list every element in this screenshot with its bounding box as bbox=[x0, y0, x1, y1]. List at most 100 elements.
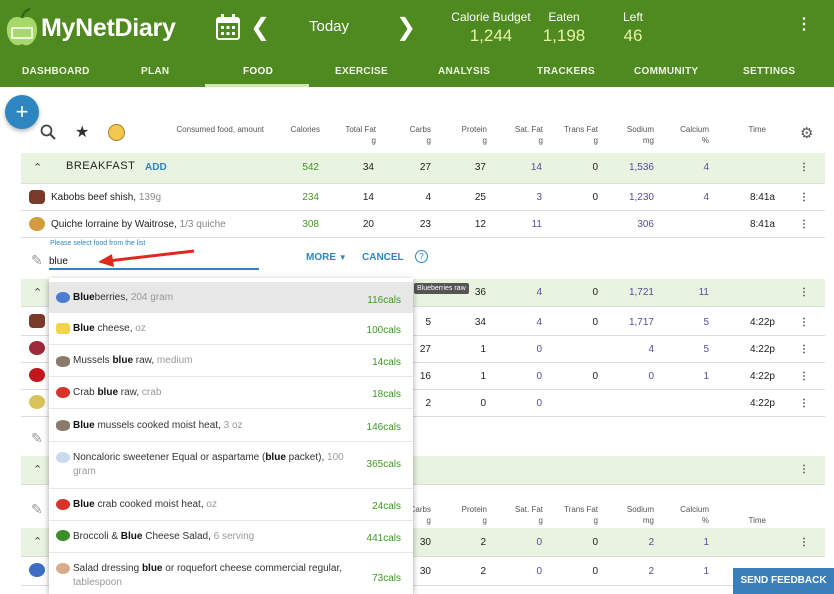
food-search-input[interactable]: blue bbox=[49, 252, 259, 270]
suggestion-item[interactable]: Blue mussels cooked moist heat, 3 oz 146… bbox=[49, 409, 413, 442]
calendar-icon[interactable] bbox=[216, 14, 240, 40]
suggestion-item[interactable]: Blue crab cooked moist heat, oz 24cals bbox=[49, 489, 413, 521]
collapse-icon[interactable]: ⌃ bbox=[33, 536, 43, 548]
col-sat-fat: Sat. Fat g bbox=[505, 504, 543, 526]
date-label[interactable]: Today bbox=[308, 18, 350, 35]
collapse-icon[interactable]: ⌃ bbox=[33, 162, 43, 174]
table-row[interactable]: Quiche lorraine by Waitrose, 1/3 quiche … bbox=[21, 211, 825, 238]
chef-icon[interactable] bbox=[108, 124, 125, 141]
row-menu-icon[interactable]: ⋮ bbox=[799, 344, 809, 355]
row-menu-icon[interactable]: ⋮ bbox=[799, 162, 809, 173]
table-row[interactable]: 2 0 0 4:22p ⋮ bbox=[21, 390, 825, 417]
tab-trackers[interactable]: TRACKERS bbox=[537, 66, 595, 77]
col-carbs-unit: g bbox=[426, 136, 431, 145]
row-menu-icon[interactable]: ⋮ bbox=[799, 317, 809, 328]
sweetener-icon bbox=[56, 452, 70, 463]
add-button[interactable]: + bbox=[5, 95, 39, 129]
suggestion-match: Blue bbox=[120, 531, 143, 542]
suggestion-item[interactable]: Crab blue raw, crab 18cals bbox=[49, 377, 413, 409]
cell-cal: 234 bbox=[302, 192, 319, 203]
food-suggestions-dropdown: Blueberries, 204 gram 116cals Blue chees… bbox=[49, 278, 413, 594]
col-sat-fat-label: Sat. Fat bbox=[514, 505, 543, 514]
food-name[interactable]: Kabobs beef shish, 139g bbox=[51, 192, 161, 203]
tab-food[interactable]: FOOD bbox=[243, 66, 274, 77]
col-trans-fat-unit: g bbox=[593, 136, 598, 145]
total-trans: 0 bbox=[592, 162, 598, 173]
send-feedback-button[interactable]: SEND FEEDBACK bbox=[733, 568, 834, 594]
cancel-button[interactable]: CANCEL bbox=[362, 252, 404, 263]
table-row[interactable]: 27 1 0 4 5 4:22p ⋮ bbox=[21, 336, 825, 363]
col-food: Consumed food, amount bbox=[176, 125, 264, 134]
prev-day-icon[interactable]: ❮ bbox=[250, 13, 271, 41]
suggestion-cal: 18cals bbox=[372, 389, 401, 400]
table-row[interactable]: 16 1 0 0 0 1 4:22p ⋮ bbox=[21, 363, 825, 390]
row-menu-icon[interactable]: ⋮ bbox=[799, 464, 809, 475]
suggestion-cal: 365cals bbox=[366, 459, 401, 470]
col-protein: Protein g bbox=[450, 124, 487, 146]
brand-name[interactable]: MyNetDiary bbox=[41, 14, 176, 42]
suggestion-item[interactable]: Salad dressing blue or roquefort cheese … bbox=[49, 553, 413, 594]
total-satfat: 14 bbox=[530, 162, 542, 173]
suggestion-name: Mussels blue raw, medium bbox=[73, 354, 353, 368]
gear-icon[interactable]: ⚙ bbox=[800, 124, 814, 142]
row-menu-icon[interactable]: ⋮ bbox=[799, 192, 809, 203]
search-hint: Please select food from the list bbox=[50, 240, 146, 247]
pencil-icon[interactable]: ✎ bbox=[31, 502, 43, 518]
table-row[interactable]: Kabobs beef shish, 139g 234 14 4 25 3 0 … bbox=[21, 184, 825, 211]
tab-community[interactable]: COMMUNITY bbox=[634, 66, 699, 77]
col-sat-fat-unit: g bbox=[538, 136, 543, 145]
cell-sodium: 4 bbox=[648, 344, 654, 355]
cell-satfat: 0 bbox=[536, 344, 542, 355]
collapse-icon[interactable]: ⌃ bbox=[33, 464, 43, 476]
table-row[interactable]: 30 2 0 0 2 1 bbox=[21, 557, 825, 586]
cell-protein: 36 bbox=[474, 287, 486, 298]
cell-protein: 2 bbox=[480, 537, 486, 548]
collapse-icon[interactable]: ⌃ bbox=[33, 287, 43, 299]
suggestion-cal: 146cals bbox=[366, 422, 401, 433]
more-vert-icon[interactable]: ⋮ bbox=[796, 16, 812, 33]
suggestion-item[interactable]: Broccoli & Blue Cheese Salad, 6 serving … bbox=[49, 521, 413, 553]
search-icon[interactable] bbox=[40, 124, 56, 140]
cell-sodium: 2 bbox=[648, 566, 654, 577]
cell-trans: 0 bbox=[592, 317, 598, 328]
cell-protein: 25 bbox=[474, 192, 486, 203]
pencil-icon[interactable]: ✎ bbox=[31, 253, 43, 269]
row-menu-icon[interactable]: ⋮ bbox=[799, 287, 809, 298]
cell-calcium: 1 bbox=[703, 371, 709, 382]
suggestion-item[interactable]: Mussels blue raw, medium 14cals bbox=[49, 345, 413, 377]
food-name[interactable]: Quiche lorraine by Waitrose, 1/3 quiche bbox=[51, 219, 226, 230]
add-food-button[interactable]: ADD bbox=[145, 162, 167, 173]
row-menu-icon[interactable]: ⋮ bbox=[799, 398, 809, 409]
tab-dashboard[interactable]: DASHBOARD bbox=[22, 66, 90, 77]
tab-exercise[interactable]: EXERCISE bbox=[335, 66, 388, 77]
star-icon[interactable]: ★ bbox=[75, 124, 90, 141]
tab-settings[interactable]: SETTINGS bbox=[743, 66, 796, 77]
col-calcium-label: Calcium bbox=[680, 125, 709, 134]
calorie-budget-value: 1,244 bbox=[469, 26, 513, 45]
suggestion-name: Broccoli & Blue Cheese Salad, 6 serving bbox=[73, 530, 353, 544]
tab-plan[interactable]: PLAN bbox=[141, 66, 170, 77]
row-menu-icon[interactable]: ⋮ bbox=[799, 537, 809, 548]
cell-sodium: 0 bbox=[648, 371, 654, 382]
suggestion-item[interactable]: Blueberries, 204 gram 116cals bbox=[49, 282, 413, 313]
suggestion-cal: 116cals bbox=[367, 295, 401, 306]
tab-analysis[interactable]: ANALYSIS bbox=[438, 66, 491, 77]
calorie-budget: Calorie Budget 1,244 bbox=[450, 10, 532, 46]
cell-calcium: 11 bbox=[698, 287, 709, 298]
help-icon[interactable]: ? bbox=[415, 250, 428, 263]
col-total-fat-unit: g bbox=[371, 136, 376, 145]
table-row[interactable]: 5 34 4 0 1,717 5 4:22p ⋮ bbox=[21, 308, 825, 336]
row-menu-icon[interactable]: ⋮ bbox=[799, 219, 809, 230]
kabob-icon bbox=[29, 314, 45, 328]
suggestion-rest: raw, bbox=[133, 355, 155, 366]
more-button[interactable]: MORE ▼ bbox=[306, 252, 347, 263]
suggestion-name: Blue cheese, oz bbox=[73, 322, 353, 336]
row-menu-icon[interactable]: ⋮ bbox=[799, 371, 809, 382]
pencil-icon[interactable]: ✎ bbox=[31, 431, 43, 447]
suggestion-item[interactable]: Noncaloric sweetener Equal or aspartame … bbox=[49, 442, 413, 489]
suggestion-rest: cheese, bbox=[94, 323, 133, 334]
cell-carbs: 1 bbox=[480, 371, 486, 382]
next-day-icon[interactable]: ❯ bbox=[396, 13, 417, 41]
suggestion-item[interactable]: Blue cheese, oz 100cals bbox=[49, 313, 413, 345]
main-nav: DASHBOARD PLAN FOOD EXERCISE ANALYSIS TR… bbox=[0, 60, 834, 87]
